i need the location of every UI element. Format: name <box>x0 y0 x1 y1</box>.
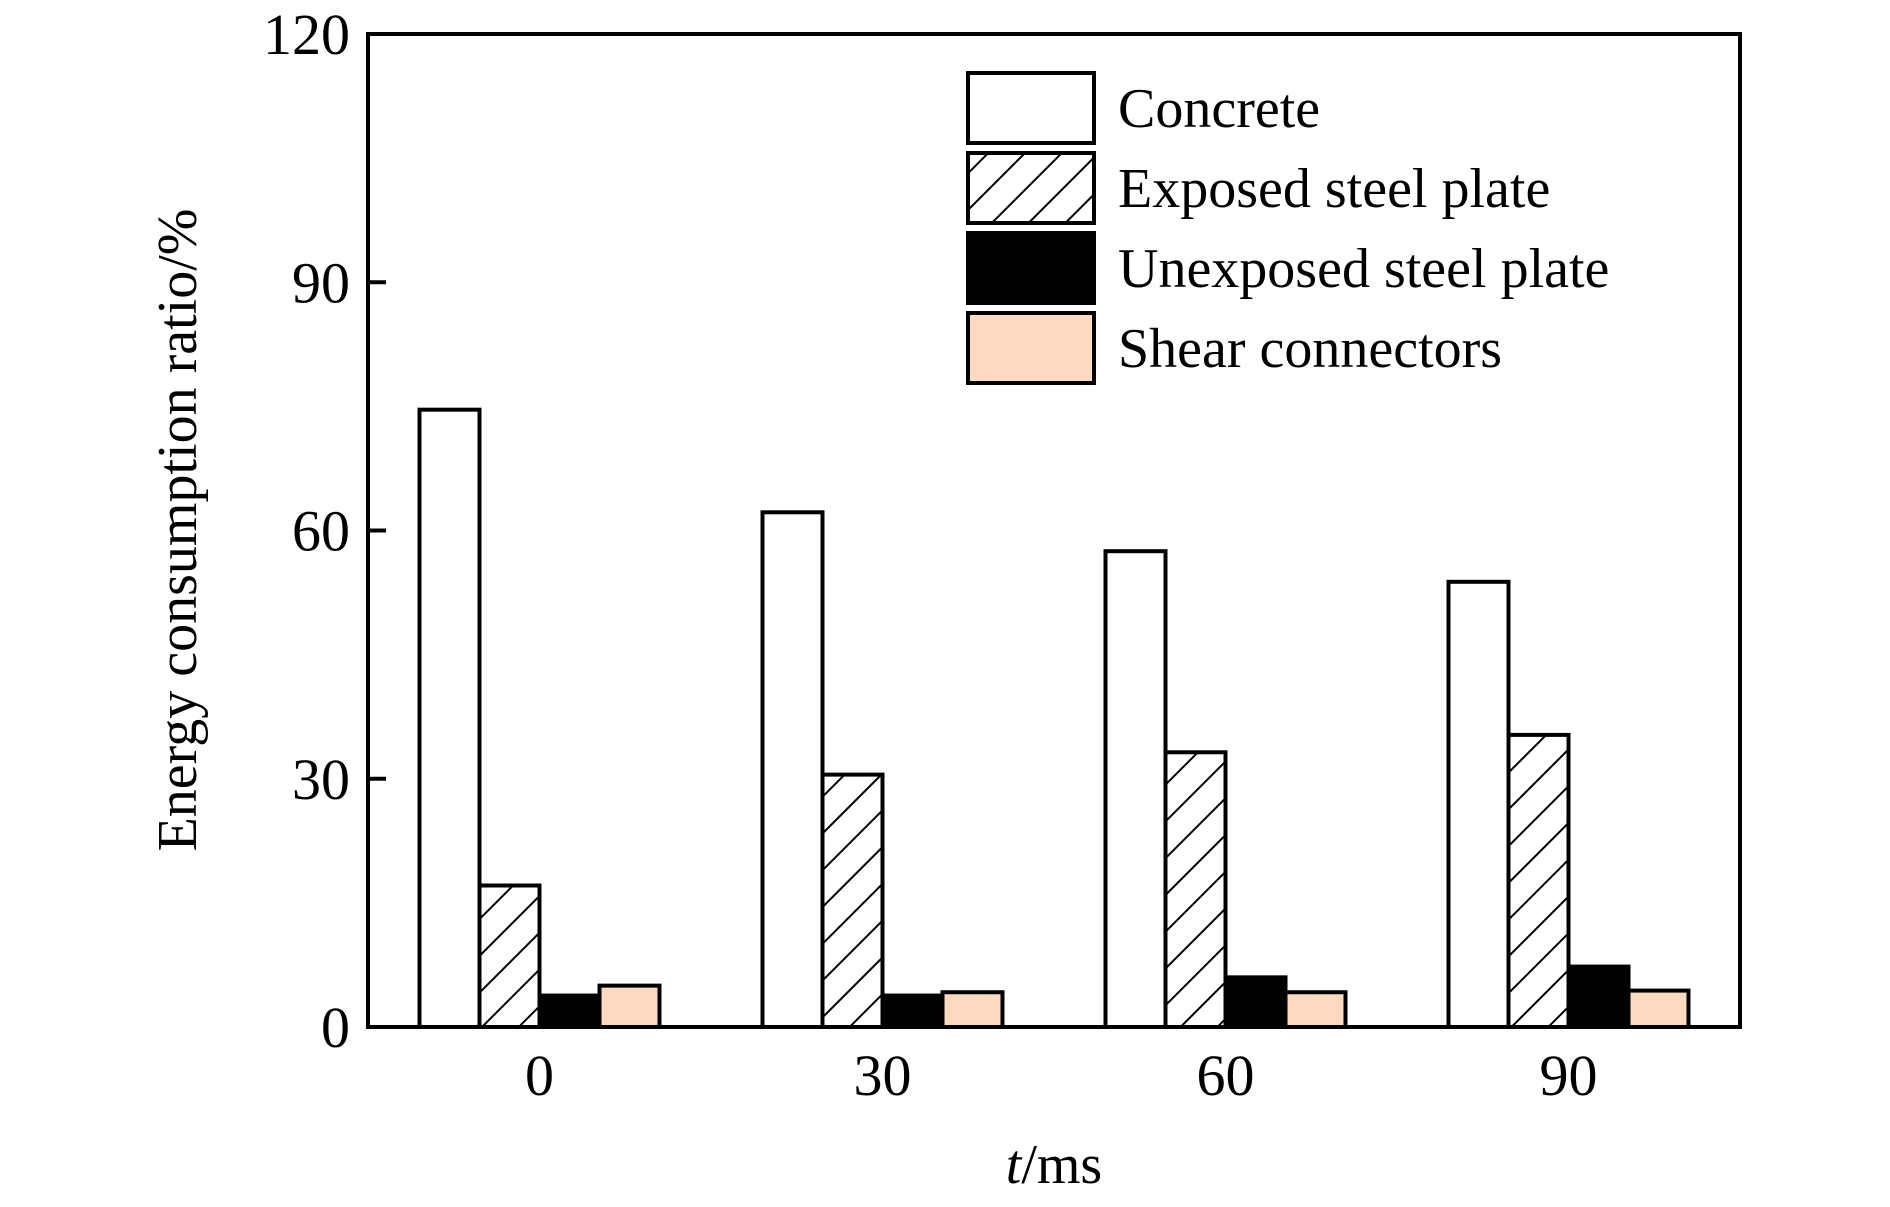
x-axis-title-variable: t <box>1006 1134 1023 1196</box>
bar-concrete-60 <box>1103 549 1168 1029</box>
y-tick-label: 30 <box>292 747 350 812</box>
y-tick-label: 0 <box>321 995 350 1060</box>
bar-concrete-90 <box>1446 579 1511 1029</box>
bar-shear-connectors-60 <box>1283 990 1348 1029</box>
bar-unexposed-steel-plate-90 <box>1566 964 1631 1030</box>
x-axis-title: t/ms <box>1006 1134 1102 1196</box>
y-tick-label: 120 <box>263 2 350 67</box>
x-tick-label: 30 <box>854 1043 912 1108</box>
legend: Concrete Exposed steel plate Unexposed ste… <box>966 71 1609 385</box>
legend-label: Shear connectors <box>1118 318 1502 380</box>
bar-shear-connectors-30 <box>940 990 1005 1029</box>
legend-swatch-exposed-steel-plate <box>966 151 1096 225</box>
bar-unexposed-steel-plate-30 <box>880 993 945 1029</box>
bar-exposed-steel-plate-0 <box>477 883 542 1029</box>
y-axis-title: Energy consumption ratio/% <box>147 209 209 852</box>
bar-concrete-30 <box>760 510 825 1029</box>
bar-exposed-steel-plate-60 <box>1163 750 1228 1030</box>
bar-exposed-steel-plate-90 <box>1506 732 1571 1030</box>
legend-label: Concrete <box>1118 78 1320 140</box>
bar-concrete-0 <box>417 407 482 1029</box>
x-tick-label: 60 <box>1197 1043 1255 1108</box>
bar-unexposed-steel-plate-60 <box>1223 975 1288 1029</box>
y-tick-label: 60 <box>292 499 350 564</box>
x-axis-title-unit: /ms <box>1021 1134 1102 1196</box>
legend-swatch-concrete <box>966 71 1096 145</box>
y-axis: 0 30 60 90 120 <box>263 2 386 1060</box>
bar-shear-connectors-90 <box>1626 988 1691 1030</box>
legend-swatch-shear-connectors <box>966 311 1096 385</box>
legend-label: Exposed steel plate <box>1118 158 1550 220</box>
x-tick-label: 0 <box>525 1043 554 1108</box>
bar-shear-connectors-0 <box>597 983 662 1029</box>
legend-swatch-unexposed-steel-plate <box>966 231 1096 305</box>
bar-exposed-steel-plate-30 <box>820 772 885 1029</box>
x-axis: 0 30 60 90 <box>525 1043 1598 1108</box>
y-tick-label: 90 <box>292 250 350 315</box>
x-tick-label: 90 <box>1540 1043 1598 1108</box>
legend-label: Unexposed steel plate <box>1118 238 1609 300</box>
bars-layer <box>417 407 1691 1030</box>
bar-unexposed-steel-plate-0 <box>537 993 602 1029</box>
